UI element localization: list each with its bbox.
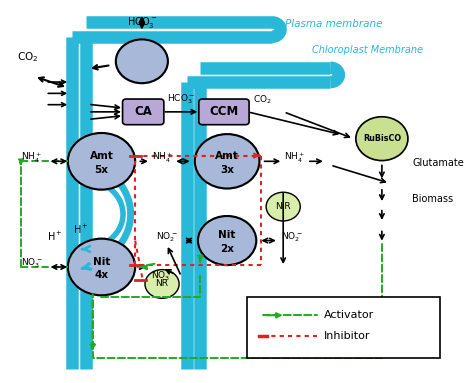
Text: NR: NR <box>155 280 169 288</box>
Text: Amt: Amt <box>90 151 113 161</box>
Text: NO$_3^-$: NO$_3^-$ <box>151 270 173 283</box>
Text: NO$_2^-$: NO$_2^-$ <box>155 230 177 244</box>
FancyBboxPatch shape <box>123 99 164 125</box>
Text: H$^+$: H$^+$ <box>73 223 88 236</box>
Text: Activator: Activator <box>324 310 374 320</box>
Text: Biomass: Biomass <box>412 194 454 204</box>
Circle shape <box>68 239 135 295</box>
FancyBboxPatch shape <box>199 99 249 125</box>
Circle shape <box>145 270 179 298</box>
Text: CCM: CCM <box>210 105 238 118</box>
Text: Nit: Nit <box>93 257 110 267</box>
Text: NO$_3^-$: NO$_3^-$ <box>21 257 43 270</box>
Text: 3x: 3x <box>220 165 234 175</box>
Text: NiR: NiR <box>275 202 291 211</box>
Text: NH$_4^+$: NH$_4^+$ <box>152 151 173 165</box>
Text: Glutamate: Glutamate <box>412 158 464 168</box>
Text: NO$_2^-$: NO$_2^-$ <box>281 230 303 244</box>
Circle shape <box>356 117 408 160</box>
Circle shape <box>116 39 168 83</box>
Text: Amt: Amt <box>215 151 239 161</box>
Text: Nit: Nit <box>219 230 236 240</box>
Text: 2x: 2x <box>220 244 234 254</box>
Text: 5x: 5x <box>94 165 109 175</box>
Text: Chloroplast Membrane: Chloroplast Membrane <box>312 45 423 55</box>
Text: H$^+$: H$^+$ <box>47 230 63 243</box>
Circle shape <box>266 192 300 221</box>
Text: 4x: 4x <box>94 270 109 280</box>
Text: NH$_4^+$: NH$_4^+$ <box>21 151 43 165</box>
Circle shape <box>198 216 256 265</box>
Circle shape <box>68 133 135 190</box>
Text: CA: CA <box>134 105 152 118</box>
Text: CO$_2$: CO$_2$ <box>17 51 38 64</box>
Text: Plasma membrane: Plasma membrane <box>285 18 383 29</box>
Text: HCO$_3^-$: HCO$_3^-$ <box>167 92 195 106</box>
Circle shape <box>195 134 259 188</box>
Text: RuBisCO: RuBisCO <box>363 134 401 143</box>
Text: HCO$_3^-$: HCO$_3^-$ <box>127 15 157 30</box>
Text: Inhibitor: Inhibitor <box>324 331 370 341</box>
Text: CO$_2$: CO$_2$ <box>253 93 272 106</box>
FancyBboxPatch shape <box>247 297 440 358</box>
Text: NH$_4^+$: NH$_4^+$ <box>284 151 305 165</box>
